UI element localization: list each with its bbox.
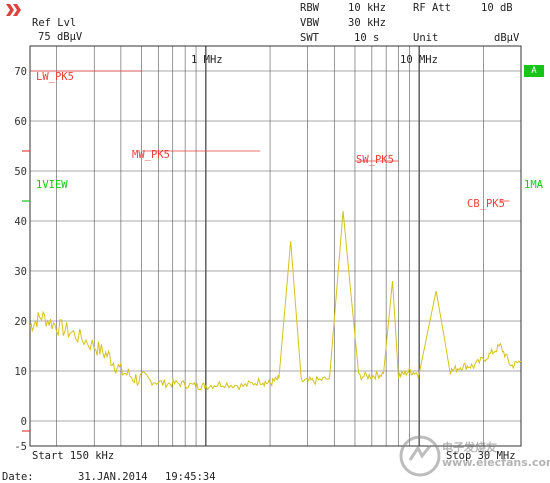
stop-frequency: Stop 30 MHz	[446, 450, 516, 462]
limit-label-mw: MW_PK5	[132, 149, 170, 161]
y-tick-label: 50	[14, 166, 27, 178]
unit-label: Unit	[413, 32, 439, 44]
marker-1mhz: 1 MHz	[191, 54, 223, 66]
y-tick-label: 30	[14, 266, 27, 278]
measurement-trace	[29, 210, 522, 391]
vbw-value: 30 kHz	[348, 17, 386, 29]
rf-att-label: RF Att	[413, 2, 451, 14]
date-label: Date:	[2, 471, 34, 483]
swt-value: 10 s	[354, 32, 380, 44]
ref-level-value: 75 dBµV	[38, 31, 83, 43]
ref-level-label: Ref Lvl	[32, 17, 77, 29]
y-tick-label: 20	[14, 316, 27, 328]
view-label-left: 1VIEW	[36, 179, 68, 191]
y-tick-label: 0	[21, 416, 27, 428]
limit-label-cb: CB_PK5	[467, 198, 505, 210]
limit-label-lw: LW_PK5	[36, 71, 74, 83]
rohde-schwarz-logo-icon	[6, 4, 21, 16]
unit-value: dBµV	[494, 32, 520, 44]
date-value: 31.JAN.2014	[78, 471, 148, 483]
y-tick-label: 10	[14, 366, 27, 378]
rbw-value: 10 kHz	[348, 2, 386, 14]
time-value: 19:45:34	[165, 471, 216, 483]
trace-a-tag: A	[524, 65, 544, 77]
y-tick-label: 40	[14, 216, 27, 228]
watermark-text: 电子发烧友 www.elecfans.com	[442, 441, 550, 469]
watermark-logo-icon	[399, 435, 441, 477]
y-tick-label: -5	[14, 441, 27, 453]
marker-10mhz: 10 MHz	[400, 54, 438, 66]
vbw-label: VBW	[300, 17, 319, 29]
y-tick-label: 70	[14, 66, 27, 78]
rf-att-value: 10 dB	[481, 2, 513, 14]
rbw-label: RBW	[300, 2, 319, 14]
y-tick-label: 60	[14, 116, 27, 128]
swt-label: SWT	[300, 32, 319, 44]
watermark: 电子发烧友 www.elecfans.com	[398, 432, 550, 480]
view-label-right: 1MA	[524, 179, 543, 191]
chart-frame	[29, 45, 522, 447]
limit-label-sw: SW_PK5	[356, 154, 394, 166]
start-frequency: Start 150 kHz	[32, 450, 115, 462]
